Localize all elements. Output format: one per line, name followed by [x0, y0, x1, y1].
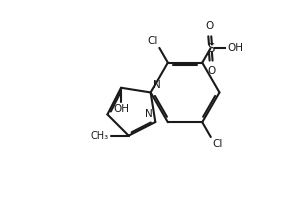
Text: OH: OH [113, 104, 129, 114]
Text: N: N [145, 109, 153, 119]
Text: Cl: Cl [213, 139, 223, 149]
Text: CH₃: CH₃ [91, 131, 109, 141]
Text: O: O [207, 66, 215, 76]
Text: S: S [207, 42, 214, 55]
Text: O: O [206, 21, 214, 31]
Text: N: N [153, 80, 161, 90]
Text: OH: OH [227, 43, 243, 53]
Text: Cl: Cl [147, 36, 157, 46]
